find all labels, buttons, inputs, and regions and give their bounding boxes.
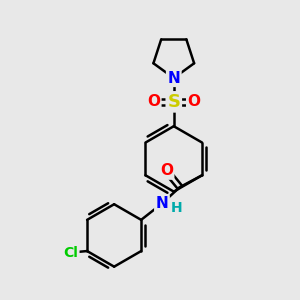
Text: O: O [188, 94, 200, 109]
Text: O: O [147, 94, 160, 109]
Text: Cl: Cl [63, 245, 78, 260]
Text: N: N [167, 70, 180, 86]
Text: N: N [156, 196, 168, 211]
Text: S: S [167, 93, 180, 111]
Text: H: H [171, 201, 183, 215]
Text: O: O [160, 163, 173, 178]
